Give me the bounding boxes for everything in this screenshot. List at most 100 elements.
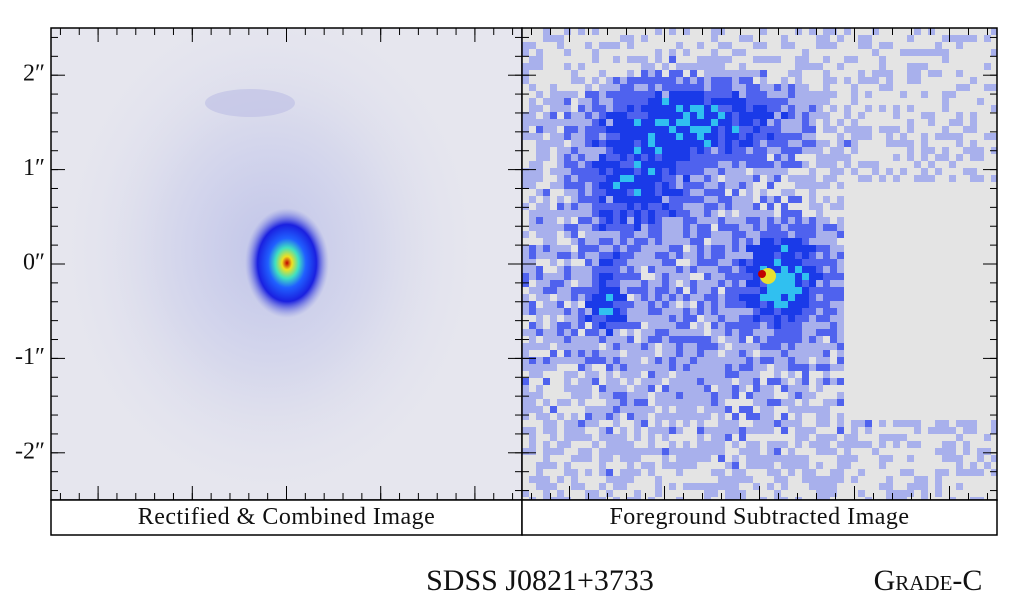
pixel bbox=[753, 420, 760, 427]
pixel bbox=[627, 273, 634, 280]
pixel bbox=[921, 168, 928, 175]
pixel bbox=[522, 203, 529, 210]
pixel bbox=[718, 231, 725, 238]
pixel bbox=[634, 112, 641, 119]
pixel bbox=[788, 91, 795, 98]
pixel bbox=[781, 301, 788, 308]
pixel bbox=[767, 224, 774, 231]
pixel bbox=[697, 322, 704, 329]
pixel bbox=[543, 280, 550, 287]
pixel bbox=[697, 308, 704, 315]
pixel bbox=[648, 462, 655, 469]
pixel bbox=[732, 427, 739, 434]
pixel bbox=[956, 84, 963, 91]
pixel bbox=[529, 182, 536, 189]
pixel bbox=[627, 168, 634, 175]
pixel bbox=[830, 105, 837, 112]
pixel bbox=[606, 364, 613, 371]
pixel bbox=[718, 357, 725, 364]
pixel bbox=[704, 455, 711, 462]
pixel bbox=[795, 28, 802, 35]
pixel bbox=[627, 245, 634, 252]
pixel bbox=[690, 217, 697, 224]
pixel bbox=[739, 252, 746, 259]
pixel bbox=[739, 336, 746, 343]
pixel bbox=[578, 245, 585, 252]
pixel bbox=[837, 273, 844, 280]
pixel bbox=[830, 168, 837, 175]
pixel bbox=[816, 224, 823, 231]
pixel bbox=[599, 189, 606, 196]
pixel bbox=[599, 70, 606, 77]
pixel bbox=[571, 70, 578, 77]
pixel bbox=[578, 336, 585, 343]
pixel bbox=[571, 182, 578, 189]
pixel bbox=[907, 420, 914, 427]
pixel bbox=[669, 238, 676, 245]
pixel bbox=[592, 294, 599, 301]
pixel bbox=[746, 224, 753, 231]
pixel bbox=[907, 126, 914, 133]
pixel bbox=[753, 147, 760, 154]
pixel bbox=[543, 357, 550, 364]
pixel bbox=[774, 448, 781, 455]
pixel bbox=[676, 77, 683, 84]
pixel bbox=[886, 126, 893, 133]
pixel bbox=[718, 469, 725, 476]
pixel bbox=[837, 469, 844, 476]
pixel bbox=[844, 441, 851, 448]
pixel bbox=[655, 364, 662, 371]
pixel bbox=[760, 350, 767, 357]
pixel bbox=[711, 399, 718, 406]
pixel bbox=[690, 385, 697, 392]
pixel bbox=[823, 280, 830, 287]
pixel bbox=[718, 455, 725, 462]
pixel bbox=[529, 175, 536, 182]
pixel bbox=[767, 406, 774, 413]
pixel bbox=[648, 245, 655, 252]
pixel bbox=[760, 168, 767, 175]
pixel bbox=[795, 385, 802, 392]
figure-title: SDSS J0821+3733 bbox=[426, 564, 654, 597]
pixel bbox=[732, 245, 739, 252]
pixel bbox=[830, 175, 837, 182]
pixel bbox=[599, 280, 606, 287]
pixel bbox=[718, 182, 725, 189]
pixel bbox=[613, 364, 620, 371]
pixel bbox=[795, 434, 802, 441]
pixel bbox=[585, 84, 592, 91]
pixel bbox=[648, 238, 655, 245]
pixel bbox=[921, 154, 928, 161]
pixel bbox=[641, 91, 648, 98]
pixel bbox=[711, 371, 718, 378]
pixel bbox=[648, 147, 655, 154]
pixel bbox=[529, 343, 536, 350]
pixel bbox=[536, 280, 543, 287]
pixel bbox=[655, 161, 662, 168]
pixel bbox=[718, 476, 725, 483]
pixel bbox=[655, 483, 662, 490]
pixel bbox=[669, 168, 676, 175]
pixel bbox=[613, 329, 620, 336]
pixel bbox=[977, 448, 984, 455]
pixel bbox=[683, 238, 690, 245]
pixel bbox=[557, 448, 564, 455]
pixel bbox=[753, 161, 760, 168]
pixel bbox=[557, 42, 564, 49]
pixel bbox=[795, 175, 802, 182]
pixel bbox=[690, 154, 697, 161]
pixel bbox=[634, 434, 641, 441]
pixel bbox=[788, 308, 795, 315]
pixel bbox=[606, 126, 613, 133]
pixel bbox=[550, 273, 557, 280]
pixel bbox=[592, 224, 599, 231]
pixel bbox=[669, 231, 676, 238]
pixel bbox=[802, 455, 809, 462]
pixel bbox=[627, 105, 634, 112]
pixel bbox=[620, 448, 627, 455]
pixel bbox=[641, 231, 648, 238]
pixel bbox=[529, 497, 536, 500]
pixel bbox=[690, 252, 697, 259]
pixel bbox=[767, 147, 774, 154]
pixel bbox=[802, 469, 809, 476]
